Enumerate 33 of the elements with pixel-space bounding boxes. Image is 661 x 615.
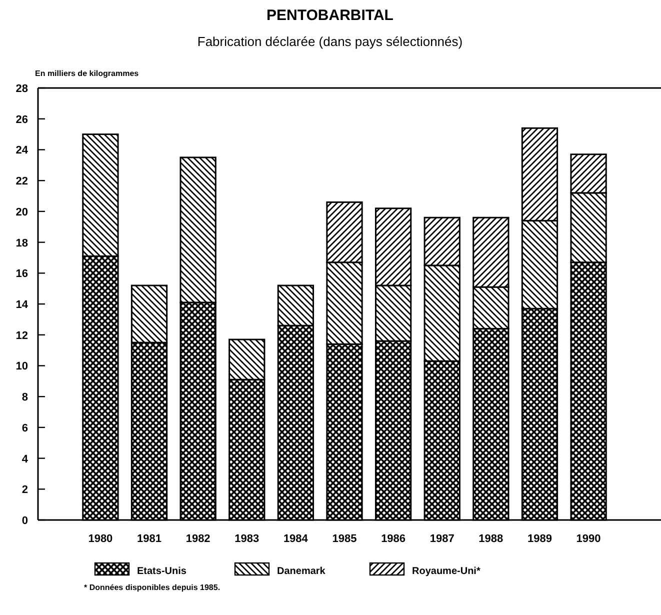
x-tick-label: 1988 — [478, 533, 504, 545]
x-tick-label: 1985 — [332, 533, 357, 545]
x-tick-label: 1983 — [234, 533, 260, 545]
y-axis-title: En milliers de kilogrammes — [35, 69, 140, 78]
x-tick-label: 1990 — [576, 533, 601, 545]
y-tick-label: 28 — [16, 83, 28, 95]
y-tick-label: 22 — [16, 176, 28, 188]
y-tick-label: 18 — [16, 237, 28, 250]
chart-title: PENTOBARBITAL — [266, 7, 394, 24]
y-tick-label: 16 — [16, 268, 28, 280]
x-tick-label: 1981 — [137, 533, 162, 545]
y-tick-label: 10 — [16, 360, 28, 373]
x-tick-label: 1982 — [186, 533, 210, 545]
x-tick-label: 1987 — [430, 533, 454, 545]
y-tick-label: 24 — [16, 144, 29, 157]
y-tick-label: 20 — [16, 206, 28, 218]
legend-label: Royaume-Uni* — [412, 566, 480, 577]
y-tick-label: 4 — [22, 453, 29, 466]
y-tick-label: 14 — [16, 299, 29, 311]
x-tick-label: 1986 — [381, 533, 406, 545]
y-tick-label: 8 — [22, 392, 28, 404]
x-tick-label: 1989 — [527, 533, 552, 545]
y-tick-label: 26 — [16, 114, 28, 126]
x-tick-label: 1980 — [88, 533, 113, 545]
x-tick-label: 1984 — [283, 533, 309, 545]
y-tick-label: 12 — [16, 330, 28, 342]
chart-subtitle: Fabrication déclarée (dans pays sélectionnés) — [197, 34, 463, 49]
y-tick-label: 2 — [22, 484, 28, 496]
y-tick-label: 6 — [22, 422, 28, 434]
text: * Données disponibles depuis 1985. — [84, 583, 220, 592]
y-tick-label: 0 — [22, 515, 28, 527]
legend-label: Danemark — [277, 566, 326, 577]
legend-label: Etats-Unis — [137, 566, 187, 577]
